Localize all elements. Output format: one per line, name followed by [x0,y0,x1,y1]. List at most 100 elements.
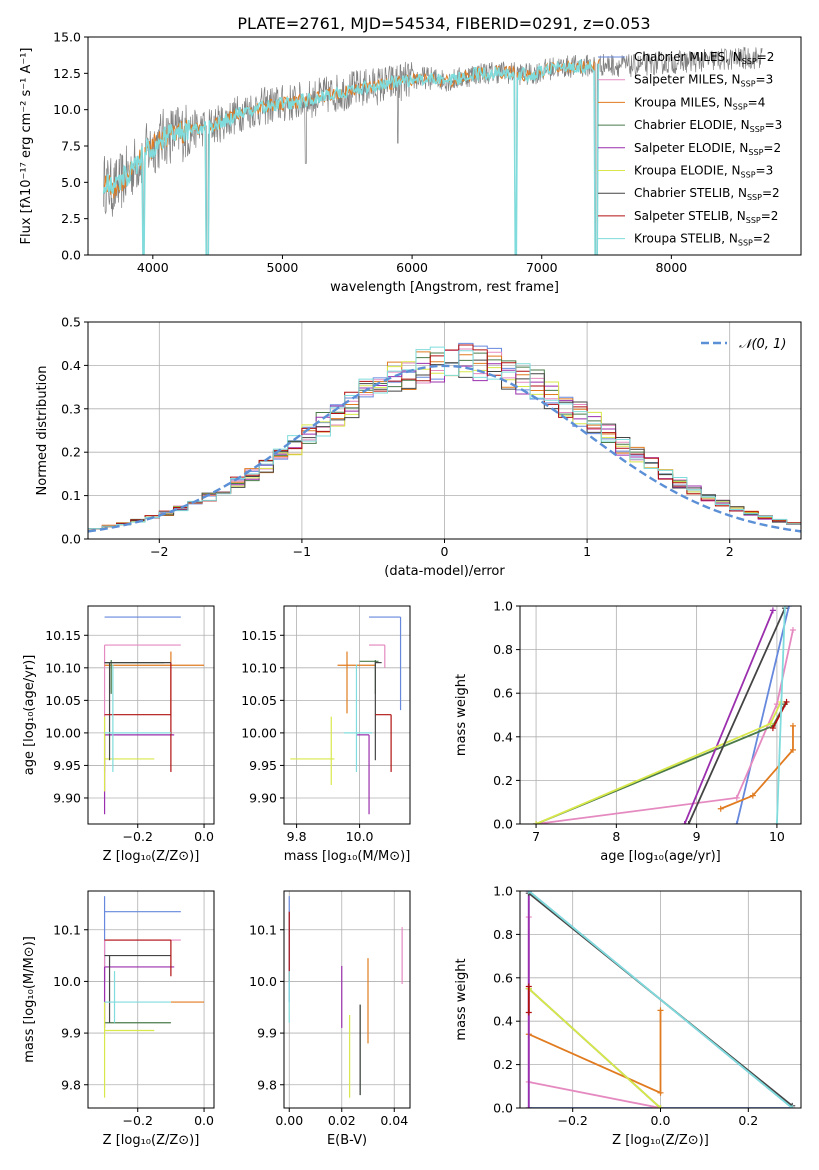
errorbar-point [104,664,171,772]
plot-area [102,46,763,255]
plot-frame [283,890,411,1109]
x-tick-label: 0 [441,544,449,559]
panel-spectrum: Chabrier MILES, NSSP=2 Salpeter MILES, NS… [19,30,802,295]
series-marker [789,1105,796,1108]
series-marker [767,720,774,727]
panel-residuals: 𝒩(0, 1) −2 −1 0 1 2 0.0 0.1 0.2 0.3 0.4 0.5 (data-mo… [35,315,802,579]
y-tick-label: 10.10 [241,660,277,675]
chart-legend: 𝒩(0, 1) [701,337,786,352]
x-tick-label: 9.8 [287,829,307,844]
x-tick-label: 8 [612,829,620,844]
gaussian-curve [88,364,801,533]
x-tick-label: 6000 [396,260,428,275]
errorbar-point [104,939,172,977]
series-marker [773,821,780,824]
series-marker [769,607,776,614]
y-tick-label: 9.90 [249,790,277,805]
x-tick-label: 10 [769,829,785,844]
series-marker [525,1009,532,1016]
x-tick-label: −0.2 [558,1113,588,1128]
y-tick-label: 2.5 [61,211,81,226]
y-tick-label: 0.8 [493,927,513,942]
y-tick-label: 0.0 [493,817,513,832]
plot-frame [519,605,802,825]
series-marker [681,821,688,824]
x-tick-label: 0.0 [651,1113,671,1128]
y-tick-label: 0.2 [493,773,513,788]
series-marker [783,698,790,705]
x-tick-label: −1 [293,544,311,559]
y-tick-label: 10.05 [45,693,81,708]
y-tick-label: 9.95 [249,758,277,773]
panel-mass-vs-ebv: 0.00 0.02 0.04 9.8 9.9 10.0 10.1 E(B-V) [249,890,411,1148]
y-tick-label: 10.15 [45,628,81,643]
series-line [528,987,662,1108]
plot-frame [283,605,411,825]
y-tick-label: 9.9 [257,1026,277,1041]
model-spectrum-line [102,59,600,255]
plot-area [88,342,801,539]
y-tick-label: 0.0 [61,532,81,547]
legend-label: Kroupa ELODIE, NSSP=3 [634,164,773,180]
legend-label: Salpeter MILES, NSSP=3 [634,73,773,89]
series-marker [525,891,532,894]
series-line [720,725,794,810]
series-marker [685,821,692,824]
y-tick-label: 9.9 [61,1026,81,1041]
series-marker [657,1007,664,1014]
plot-area [533,606,796,824]
y-tick-label: 0.4 [493,1014,513,1029]
y-tick-label: 0.2 [493,1057,513,1072]
y-tick-label: 0.2 [61,445,81,460]
series-marker [657,1089,664,1096]
x-axis-label: age [log₁₀(age/yr)] [600,849,721,864]
x-tick-label: 5000 [267,260,299,275]
series-marker [781,606,788,609]
legend-label: Chabrier ELODIE, NSSP=3 [634,118,782,134]
errorbar-point [103,1002,155,1098]
x-axis-label: Z [log₁₀(Z/Z⊙)] [612,1133,709,1148]
y-tick-label: 9.8 [257,1077,277,1092]
plot-area [525,891,796,1108]
x-tick-label: 0.0 [194,829,214,844]
legend-label: Chabrier STELIB, NSSP=2 [634,186,780,202]
plot-area [103,616,205,815]
y-tick-label: 0.4 [61,358,81,373]
x-tick-label: 4000 [137,260,169,275]
y-tick-label: 0.5 [61,315,81,330]
x-tick-label: 0.0 [194,1113,214,1128]
plot-area [103,896,205,1098]
y-tick-label: 0.8 [493,642,513,657]
panel-age-vs-Z: −0.2 0.0 9.90 9.95 10.00 10.05 10.10 10.15 Z [lo… [22,605,215,864]
y-tick-label: 10.0 [249,974,277,989]
y-tick-label: 7.5 [61,139,81,154]
y-tick-label: 10.0 [53,974,81,989]
y-tick-label: 0.4 [493,729,513,744]
errorbar-point [104,971,171,1023]
y-tick-label: 10.0 [53,102,81,117]
series-line [528,1010,662,1095]
series-line [535,701,782,824]
series-line [683,610,774,824]
y-tick-label: 1.0 [493,599,513,614]
errorbar-point [290,716,335,785]
errorbar-point [103,939,181,1003]
plot-frame [87,890,215,1109]
plot-area [290,616,402,815]
series-line [772,701,788,729]
x-tick-label: 0.2 [738,1113,758,1128]
errorbar-point [104,662,171,761]
x-tick-label: −0.2 [123,829,153,844]
plot-frame [87,605,215,825]
y-tick-label: 0.0 [493,1101,513,1116]
series-line [776,606,786,824]
y-tick-label: 1.0 [493,884,513,899]
x-tick-label: 0.02 [328,1113,356,1128]
errorbar-point [343,664,373,772]
y-tick-label: 0.1 [61,488,81,503]
y-axis-label: age [log₁₀(age/yr)] [22,655,37,776]
y-axis-label: mass weight [454,958,469,1040]
errorbar-point [375,714,392,772]
series-marker [525,983,532,990]
